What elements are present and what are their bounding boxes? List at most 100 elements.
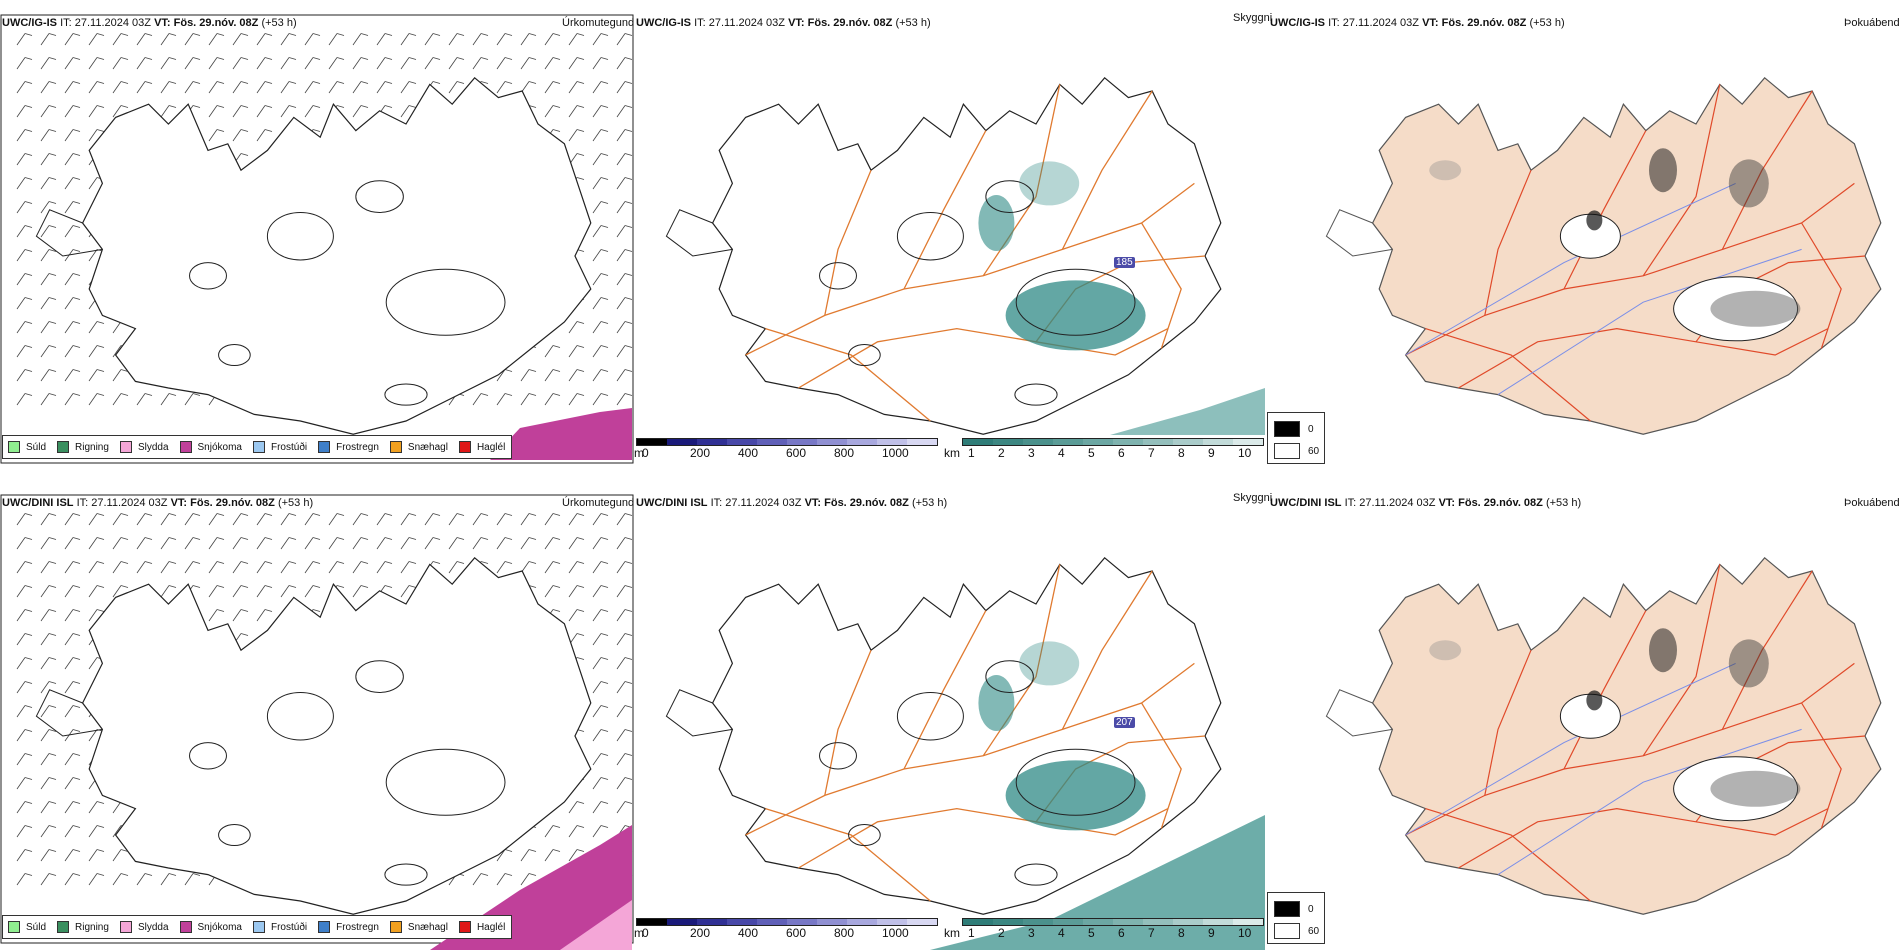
scale-tick: 600 bbox=[786, 926, 807, 940]
vt-value: Fös. 29.nóv. 08Z bbox=[1441, 17, 1527, 29]
lead-time: (+53 h) bbox=[277, 497, 314, 509]
scale-tick: 400 bbox=[738, 926, 759, 940]
fog-legend-item: 60 bbox=[1274, 443, 1319, 459]
panel-header: UWC/IG-IS IT: 27.11.2024 03Z VT: Fös. 29… bbox=[2, 17, 297, 29]
lead-time: (+53 h) bbox=[1545, 497, 1582, 509]
ceiling-unit: m bbox=[634, 446, 644, 460]
legend-label: Frostregn bbox=[336, 441, 379, 453]
legend-item: Slydda bbox=[119, 921, 169, 933]
low-visibility-area bbox=[1005, 280, 1146, 351]
scale-tick: 0 bbox=[642, 446, 649, 460]
scale-tick: 3 bbox=[1028, 926, 1035, 940]
visibility-unit: km bbox=[944, 926, 960, 940]
fog-legend-item: 60 bbox=[1274, 923, 1319, 939]
vt-label: VT: bbox=[170, 497, 188, 509]
scale-tick: 800 bbox=[834, 446, 855, 460]
it-label: IT: bbox=[60, 17, 72, 29]
value-label: 185 bbox=[1114, 257, 1135, 268]
fog-legend-label: 60 bbox=[1308, 925, 1320, 937]
it-value: 27.11.2024 03Z bbox=[1342, 17, 1419, 29]
legend-swatch bbox=[252, 441, 265, 453]
legend-item: Frostúði bbox=[252, 921, 307, 933]
legend-item: Frostúði bbox=[252, 441, 308, 453]
legend-label: Slydda bbox=[137, 921, 169, 933]
panel-title-visibility: Skyggni bbox=[1233, 492, 1273, 504]
legend-item: Haglél bbox=[458, 921, 505, 933]
it-value: 27.11.2024 03Z bbox=[91, 497, 168, 509]
legend-item: Haglél bbox=[458, 441, 505, 453]
vt-label: VT: bbox=[1422, 17, 1439, 29]
fog-legend-label: 60 bbox=[1308, 445, 1320, 457]
panel-title-fog: Þokuábendi bbox=[1844, 497, 1900, 509]
legend-label: Súld bbox=[26, 441, 47, 453]
legend-item: Frostregn bbox=[318, 921, 379, 933]
fog-legend-label: 0 bbox=[1308, 423, 1314, 435]
legend-swatch bbox=[318, 921, 331, 933]
legend-swatch bbox=[458, 441, 471, 453]
vt-value: Fös. 29.nóv. 08Z bbox=[807, 17, 893, 29]
model-name: UWC/IG-IS bbox=[2, 17, 57, 29]
model-name: UWC/DINI ISL bbox=[636, 497, 708, 509]
scale-tick: 5 bbox=[1088, 446, 1095, 460]
legend-swatch bbox=[57, 921, 70, 933]
scale-tick: 600 bbox=[786, 446, 807, 460]
panel-title-fog: Þokuábendi bbox=[1844, 17, 1900, 29]
scale-tick: 9 bbox=[1208, 446, 1215, 460]
legend-item: Frostregn bbox=[318, 441, 379, 453]
lead-time: (+53 h) bbox=[261, 17, 297, 29]
legend-label: Snæhagl bbox=[407, 921, 448, 933]
legend-label: Snjókoma bbox=[197, 441, 242, 453]
legend-item: Súld bbox=[8, 921, 46, 933]
panel-header: UWC/DINI ISL IT: 27.11.2024 03Z VT: Fös.… bbox=[1270, 497, 1581, 509]
scale-tick: 1000 bbox=[882, 446, 909, 460]
scale-tick: 200 bbox=[690, 446, 711, 460]
precip-legend: Súld Rigning Slydda Snjókoma Frostúði Frostre… bbox=[2, 915, 513, 939]
ceiling-unit: m bbox=[634, 926, 644, 940]
fog-legend-label: 0 bbox=[1308, 903, 1314, 915]
vt-label: VT: bbox=[788, 17, 805, 29]
panel-header: UWC/IG-IS IT: 27.11.2024 03Z VT: Fös. 29… bbox=[636, 17, 931, 29]
scale-tick: 7 bbox=[1148, 926, 1155, 940]
vt-label: VT: bbox=[1438, 497, 1456, 509]
legend-label: Frostúði bbox=[270, 441, 308, 453]
scale-tick: 4 bbox=[1058, 926, 1065, 940]
it-label: IT: bbox=[1344, 497, 1357, 509]
it-value: 27.11.2024 03Z bbox=[725, 497, 802, 509]
panel-header: UWC/IG-IS IT: 27.11.2024 03Z VT: Fös. 29… bbox=[1270, 17, 1565, 29]
legend-swatch bbox=[8, 921, 20, 933]
it-label: IT: bbox=[710, 497, 723, 509]
vt-value: Fös. 29.nóv. 08Z bbox=[190, 497, 275, 509]
legend-swatch bbox=[389, 921, 402, 933]
scale-tick: 0 bbox=[642, 926, 649, 940]
legend-item: Snæhagl bbox=[389, 441, 448, 453]
legend-item: Súld bbox=[8, 441, 46, 453]
vt-label: VT: bbox=[154, 17, 171, 29]
scale-tick: 1000 bbox=[882, 926, 909, 940]
scale-tick: 8 bbox=[1178, 926, 1185, 940]
scale-tick: 10 bbox=[1238, 446, 1252, 460]
fog-legend-item: 0 bbox=[1274, 901, 1314, 917]
legend-swatch bbox=[119, 921, 132, 933]
vt-label: VT: bbox=[804, 497, 822, 509]
visibility-unit: km bbox=[944, 446, 960, 460]
legend-swatch bbox=[179, 441, 192, 453]
it-label: IT: bbox=[76, 497, 89, 509]
legend-swatch bbox=[119, 441, 132, 453]
it-label: IT: bbox=[694, 17, 706, 29]
legend-item: Snjókoma bbox=[179, 921, 242, 933]
precip-legend: Súld Rigning Slydda Snjókoma Frostúði Frostre… bbox=[2, 435, 513, 459]
legend-swatch bbox=[179, 921, 192, 933]
legend-label: Rigning bbox=[75, 441, 109, 453]
it-value: 27.11.2024 03Z bbox=[1359, 497, 1436, 509]
legend-swatch bbox=[458, 921, 471, 933]
scale-tick: 2 bbox=[998, 446, 1005, 460]
scale-tick: 800 bbox=[834, 926, 855, 940]
legend-item: Rigning bbox=[57, 921, 109, 933]
scale-tick: 2 bbox=[998, 926, 1005, 940]
scale-tick: 8 bbox=[1178, 446, 1185, 460]
scale-tick: 400 bbox=[738, 446, 759, 460]
lead-time: (+53 h) bbox=[1529, 17, 1565, 29]
panel-header: UWC/DINI ISL IT: 27.11.2024 03Z VT: Fös.… bbox=[2, 497, 313, 509]
vt-value: Fös. 29.nóv. 08Z bbox=[824, 497, 909, 509]
